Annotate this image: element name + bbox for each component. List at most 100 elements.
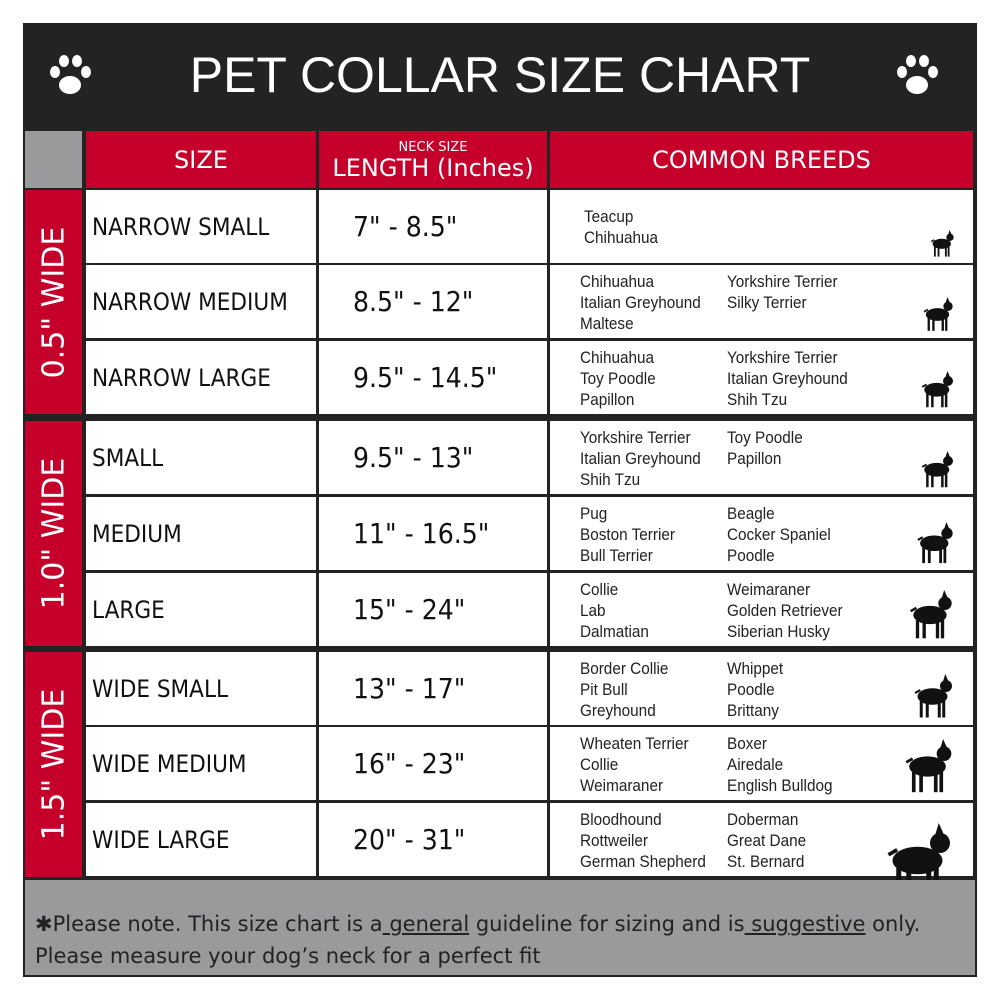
note-text: guideline for sizing and is [469,912,745,936]
header-length: NECK SIZE LENGTH (Inches) [319,131,547,188]
breeds-cell: Chihuahua Italian Greyhound Maltese Yorkshi… [550,265,973,338]
breeds-column: Collie Lab Dalmatian [580,579,649,642]
length-cell: 11" - 16.5" [319,497,547,570]
breeds-column: Teacup Chihuahua [584,206,658,248]
breed-name: Papillon [727,449,782,468]
breed-name: Golden Retriever [727,601,843,620]
note-general: general [382,912,470,936]
breed-name: Shih Tzu [727,390,788,409]
dachshund-silhouette-icon [916,521,953,563]
note-text: only. [865,912,921,936]
breed-name: Poodle [727,546,775,565]
breed-name: Whippet [727,659,784,678]
length-cell: 8.5" - 12" [319,265,547,338]
width-group-text: 1.0" WIDE [36,457,71,610]
breeds-cell: Bloodhound Rottweiler German Shepherd Dober… [550,803,973,896]
breed-name: Collie [580,580,619,599]
breeds-column: Chihuahua Italian Greyhound Maltese [580,271,701,334]
width-group-label: 0.5" WIDE [25,190,82,414]
header-breeds-label: COMMON BREEDS [652,145,871,174]
header-breeds: COMMON BREEDS [550,131,973,188]
breed-name: Maltese [580,314,634,333]
header-size-label: SIZE [174,145,228,174]
breeds-cell: Chihuahua Toy Poodle Papillon Yorkshire Ter… [550,341,973,414]
breeds-cell: Yorkshire Terrier Italian Greyhound Shih T… [550,421,973,494]
breed-name: Brittany [727,701,779,720]
header-size: SIZE [86,131,316,188]
size-cell: NARROW SMALL [86,190,316,263]
size-cell: NARROW LARGE [86,341,316,414]
bulldog-silhouette-icon [914,674,952,718]
size-cell: MEDIUM [86,497,316,570]
paw-print-icon [50,55,91,94]
breeds-column: Toy Poodle Papillon [727,427,803,469]
breed-name: Pug [580,504,608,523]
pomeranian-silhouette-icon [921,370,953,407]
breeds-cell: Collie Lab Dalmatian Weimaraner Golden Retri… [550,573,973,646]
size-cell: WIDE LARGE [86,803,316,876]
paw-print-icon [897,55,938,94]
breed-name: Siberian Husky [727,622,830,641]
breed-name: Rottweiler [580,831,649,850]
breed-name: Dalmatian [580,622,649,641]
breed-name: Border Collie [580,659,669,678]
width-group-text: 1.5" WIDE [36,688,71,841]
shepherd-silhouette-icon [910,590,952,639]
length-cell: 13" - 17" [319,652,547,725]
breed-name: Boston Terrier [580,525,675,544]
breeds-column: Chihuahua Toy Poodle Papillon [580,347,656,410]
length-cell: 7" - 8.5" [319,190,547,263]
breed-name: Italian Greyhound [727,369,848,388]
breeds-cell: Teacup Chihuahua [550,190,973,263]
breed-name: Pit Bull [580,680,628,699]
breed-name: Boxer [727,734,767,753]
breed-name: St. Bernard [727,852,805,871]
breed-name: English Bulldog [727,776,833,795]
length-cell: 15" - 24" [319,573,547,646]
size-cell: SMALL [86,421,316,494]
note-text: ✱Please note. This size chart is a [35,912,383,936]
size-cell: LARGE [86,573,316,646]
breeds-cell: Border Collie Pit Bull Greyhound Whippet Poo… [550,652,973,725]
breeds-column: Doberman Great Dane St. Bernard [727,809,806,872]
breed-name: Bull Terrier [580,546,653,565]
yorkie-silhouette-icon [930,229,954,257]
breed-name: Collie [580,755,619,774]
breeds-column: Whippet Poodle Brittany [727,658,783,721]
breed-name: Papillon [580,390,635,409]
breed-name: Toy Poodle [727,428,803,447]
breed-name: Greyhound [580,701,656,720]
breed-name: Beagle [727,504,775,523]
length-cell: 9.5" - 14.5" [319,341,547,414]
breed-name: Toy Poodle [580,369,656,388]
note-suggestive: suggestive [744,912,866,936]
breed-name: Wheaten Terrier [580,734,689,753]
breeds-column: Pug Boston Terrier Bull Terrier [580,503,675,566]
breed-name: Italian Greyhound [580,293,701,312]
breeds-column: Bloodhound Rottweiler German Shepherd [580,809,706,872]
breeds-cell: Pug Boston Terrier Bull Terrier Beagle Cocke… [550,497,973,570]
breed-name: Lab [580,601,606,620]
breeds-column: Weimaraner Golden Retriever Siberian Husky [727,579,843,642]
breed-name: Yorkshire Terrier [727,348,838,367]
breeds-column: Boxer Airedale English Bulldog [727,733,832,796]
length-cell: 16" - 23" [319,727,547,800]
breed-name: Poodle [727,680,775,699]
breed-name: Airedale [727,755,784,774]
breed-name: Silky Terrier [727,293,807,312]
breed-name: Italian Greyhound [580,449,701,468]
size-cell: WIDE MEDIUM [86,727,316,800]
breeds-column: Yorkshire Terrier Italian Greyhound Shih T… [580,427,701,490]
breed-name: Yorkshire Terrier [580,428,691,447]
pomeranian-silhouette-icon [921,450,953,487]
breed-name: Shih Tzu [580,470,641,489]
breeds-column: Beagle Cocker Spaniel Poodle [727,503,831,566]
note-line2: Please measure your dog’s neck for a per… [35,944,541,968]
breed-name: Doberman [727,810,799,829]
width-group-label: 1.0" WIDE [25,421,82,646]
header-length-label: LENGTH (Inches) [332,154,534,182]
length-cell: 9.5" - 13" [319,421,547,494]
breed-name: German Shepherd [580,852,706,871]
title-text: PET COLLAR SIZE CHART [189,47,811,103]
header-corner [25,131,82,188]
